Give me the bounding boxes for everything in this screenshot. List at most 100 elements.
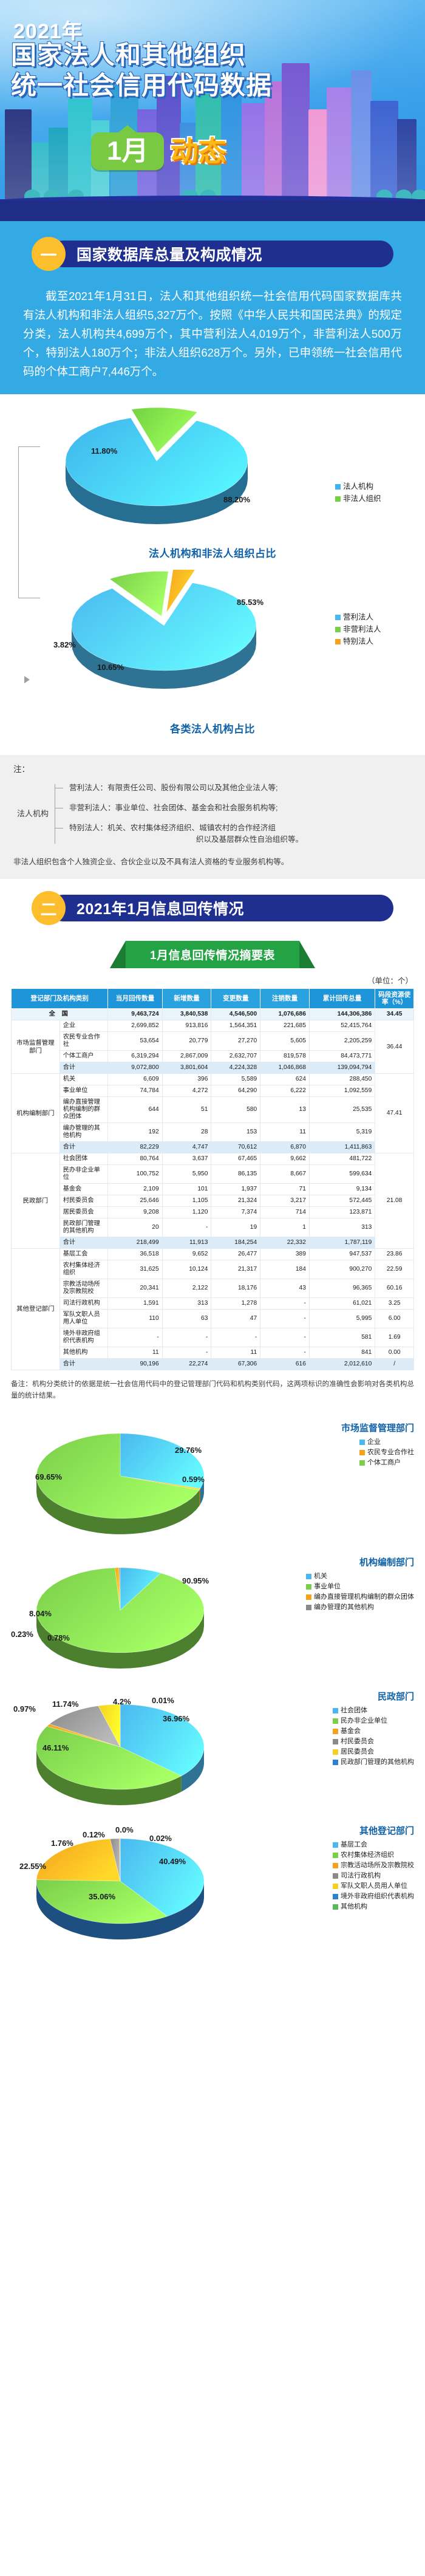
pie-chart-1-caption: 法人机构和非法人组织占比 [149,548,276,559]
row-label: 编办管理的其他机构 [59,1122,109,1142]
cell-v2: 153 [211,1122,261,1142]
legend-label: 机关 [314,1573,327,1580]
cell-v1: 2,122 [162,1279,212,1298]
legend-label: 农村集体经济组织 [341,1851,394,1859]
cell-v4: 313 [308,1218,376,1237]
table-row: 军队文职人员用人单位 110 63 47-5,995 6.00 [12,1309,414,1328]
cell-v0: 36,518 [107,1248,163,1260]
row-label: 居民委员会 [59,1206,109,1218]
cell-v2: - [211,1328,261,1347]
cell-v3: - [260,1309,310,1328]
legend-item: 居民委员会 [333,1747,414,1757]
month-chip-label: 1月 [107,136,149,166]
pie5-legend: 社会团体 民办非企业单位 基金会 村民委员会 居民委员会 民政部门管理的其他机构 [333,1706,414,1768]
cell-rate: 6.00 [375,1309,414,1328]
cell-v2: 4,546,500 [211,1008,261,1020]
cell-v1: 101 [162,1183,212,1195]
legend-swatch-icon [333,1739,338,1744]
pie1-legend: 法人机构 非法人组织 [335,480,381,505]
table-row: 宗教活动场所及宗教院校 20,341 2,122 18,176 43 96,365 60.1… [12,1279,414,1298]
legend-item: 基层工会 [333,1840,414,1850]
legend-swatch-icon [359,1440,365,1445]
pie-chart-4-title: 机构编制部门 [359,1557,414,1568]
building [242,103,266,200]
cell-v3: 1,076,686 [260,1008,310,1020]
hero-banner: 2021年 国家法人和其他组织 统一社会信用代码数据 1月 动态 [0,0,425,221]
legend-item: 事业单位 [306,1582,414,1592]
notes-item: 非营利法人：事业单位、社会团体、基金会和社会服务机构等; [55,798,412,818]
cell-rate: 60.16 [375,1279,414,1298]
infographic-page: 2021年 国家法人和其他组织 统一社会信用代码数据 1月 动态 一 国家数据库… [0,0,425,1969]
building [180,123,197,200]
cell-v1: 1,120 [162,1206,212,1218]
row-label: 民政部门管理的其他机构 [59,1218,109,1237]
cell-v1: 913,816 [162,1020,212,1032]
building [351,70,372,200]
legend-swatch-icon [359,1460,365,1466]
pie-chart-4 [36,1567,205,1669]
cell-v0: 31,625 [107,1260,163,1279]
legend-label: 基金会 [341,1727,361,1735]
ribbon-wrap: 1月信息回传情况摘要表 [0,941,425,968]
table-row: 居民委员会 9,208 1,120 7,374 714 123,871 [12,1206,414,1218]
notes-item: 特别法人：机关、农村集体经济组织、城镇农村的合作经济组 织以及基层群众性自治组织… [55,818,412,850]
pie5-label-0: 36.96% [163,1714,190,1723]
pie-chart-1 [65,407,248,524]
pie4-label-3: 0.23% [11,1630,33,1639]
legend-swatch-icon [333,1863,338,1868]
pie6-label-3: 1.76% [51,1839,73,1848]
notes-block: 注： 法人机构 营利法人：有限责任公司、股份有限公司以及其他企业法人等; 非营利… [0,755,425,879]
cell-v4: 1,092,559 [308,1085,376,1097]
cell-v0: 644 [107,1096,163,1123]
table-row: 个体工商户 6,319,294 2,867,009 2,632,707 819,578 8… [12,1050,414,1062]
cell-v0: 11 [107,1347,163,1359]
cell-v4: 96,365 [308,1279,376,1298]
pie5-label-1: 46.11% [42,1743,69,1752]
pie2-label-2: 3.82% [53,640,76,649]
cell-v1: 20,779 [162,1031,212,1051]
pie6-label-4: 0.12% [83,1830,105,1839]
cell-v1: 3,840,538 [162,1008,212,1020]
cell-v0: 9,463,724 [107,1008,163,1020]
legend-swatch-icon [333,1873,338,1879]
cell-rate: / [375,1358,414,1370]
table-row: 民办非企业单位 100,752 5,950 86,135 8,667 599,634 [12,1164,414,1184]
table-row: 合计 90,196 22,274 67,306 616 2,012,610/ [12,1358,414,1370]
notes-item-continued: 织以及基层群众性自治组织等。 [195,835,304,844]
notes-tree-lines [55,778,63,850]
legend-swatch-icon [333,1729,338,1734]
row-label: 事业单位 [59,1085,109,1097]
pie4-label-0: 8.04% [29,1609,52,1618]
cell-v3: 13 [260,1096,310,1123]
row-group-label: 机构编制部门 [11,1073,60,1153]
cell-rate: 0.00 [375,1347,414,1359]
notes-label: 注： [13,765,30,774]
row-label: 其他机构 [59,1347,109,1359]
legend-label: 境外非政府组织代表机构 [341,1893,414,1900]
cell-v2: 2,632,707 [211,1050,261,1062]
legend-item: 机关 [306,1571,414,1582]
pie6-legend: 基层工会 农村集体经济组织 宗教活动场所及宗教院校 司法行政机构 军队文职人员用… [333,1840,414,1912]
cell-v0: 100,752 [107,1164,163,1184]
cell-v1: 5,950 [162,1164,212,1184]
cell-v3: 714 [260,1206,310,1218]
row-label: 全 国 [10,1008,109,1020]
section-one-heading: 国家数据库总量及构成情况 [76,247,263,264]
cell-v2: 11 [211,1347,261,1359]
table-row: 编办直接管理机构编制的群众团体 644 51 580 13 25,535 [12,1096,414,1123]
cell-v0: 20 [107,1218,163,1237]
section-one-paragraph: 截至2021年1月31日，法人和其他组织统一社会信用代码国家数据库共有法人机构和… [23,290,402,378]
cell-v1: 28 [162,1122,212,1142]
legend-label: 基层工会 [341,1841,367,1848]
cell-v3: - [260,1297,310,1310]
pie3-label-0: 29.76% [175,1446,202,1455]
cell-v4: 1,411,863 [308,1141,376,1153]
cell-v1: - [162,1328,212,1347]
cell-v0: 6,609 [107,1073,163,1085]
cell-v2: 67,306 [211,1358,261,1370]
cell-v4: 599,634 [308,1164,376,1184]
section-two-number: 二 [32,891,66,925]
legend-label: 编办管理的其他机构 [314,1604,374,1611]
pie3-label-1: 0.59% [182,1475,205,1484]
cell-v4: 5,319 [308,1122,376,1142]
